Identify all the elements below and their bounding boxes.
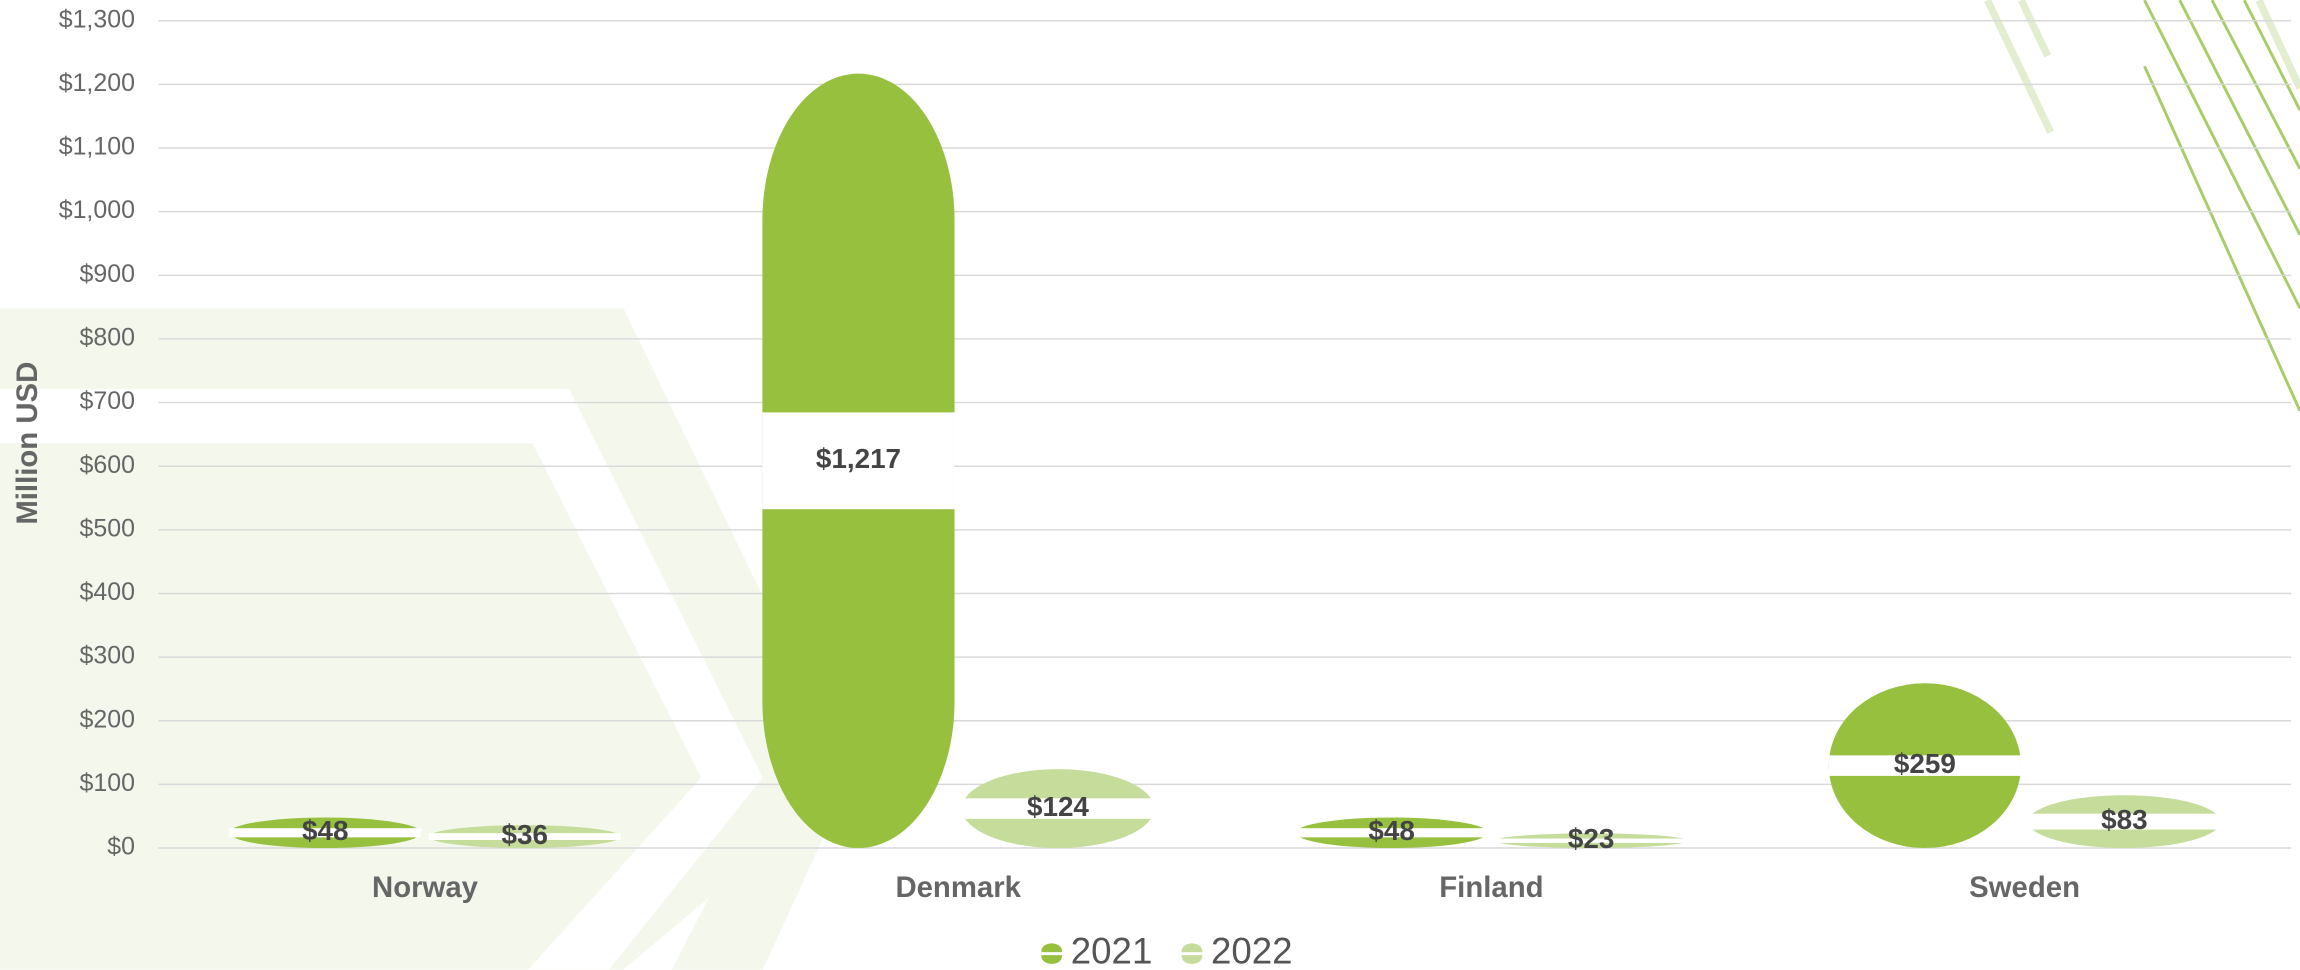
y-tick-label: $1,000 (59, 196, 135, 224)
label-gap (1828, 755, 2021, 776)
y-tick-label: $100 (79, 769, 134, 797)
label-gap (2028, 813, 2221, 830)
y-tick-label: $1,200 (59, 69, 135, 97)
y-tick-label: $400 (79, 578, 134, 606)
label-gap (428, 833, 621, 841)
y-tick-label: $600 (79, 451, 134, 479)
y-tick-label: $700 (79, 387, 134, 415)
y-tick-label: $200 (79, 705, 134, 733)
data-label: $124 (1027, 791, 1089, 822)
y-tick-label: $1,300 (59, 5, 135, 33)
y-tick-label: $0 (107, 833, 135, 861)
y-tick-label: $300 (79, 642, 134, 670)
data-label: $36 (502, 819, 548, 850)
x-tick-label: Norway (372, 871, 479, 904)
x-tick-label: Denmark (895, 871, 1021, 904)
legend-swatch-gap (1181, 952, 1203, 956)
legend-label[interactable]: 2022 (1211, 930, 1293, 970)
data-label: $259 (1894, 748, 1956, 779)
data-label: $48 (302, 815, 348, 846)
y-tick-label: $1,100 (59, 133, 135, 161)
x-tick-label: Finland (1439, 871, 1543, 904)
y-axis-label: Million USD (11, 362, 44, 525)
data-label: $83 (2101, 804, 2147, 835)
data-label: $1,217 (816, 443, 901, 474)
legend-swatch-gap (1041, 952, 1062, 956)
data-label: $48 (1368, 815, 1414, 846)
label-gap (229, 828, 422, 838)
label-gap (961, 798, 1155, 819)
data-label: $23 (1568, 823, 1614, 854)
y-tick-label: $800 (79, 324, 134, 352)
y-tick-label: $500 (79, 514, 134, 542)
legend-label[interactable]: 2021 (1071, 930, 1153, 970)
x-tick-label: Sweden (1969, 871, 2080, 904)
label-gap (1495, 838, 1688, 843)
y-tick-label: $900 (79, 260, 134, 288)
label-gap (762, 412, 955, 510)
label-gap (1295, 828, 1488, 838)
